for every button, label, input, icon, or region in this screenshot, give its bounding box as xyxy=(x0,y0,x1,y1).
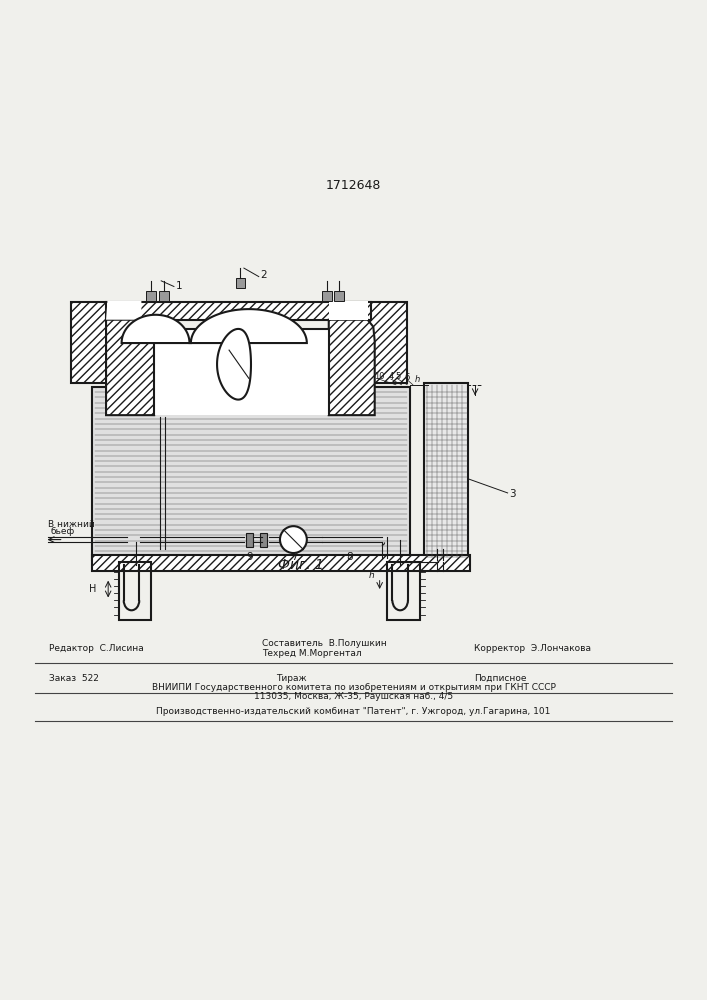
Text: 1: 1 xyxy=(175,281,182,291)
Polygon shape xyxy=(154,329,329,415)
Text: Составитель  В.Полушкин: Составитель В.Полушкин xyxy=(262,639,386,648)
Text: 10: 10 xyxy=(374,372,384,381)
Text: Техред М.Моргентал: Техред М.Моргентал xyxy=(262,649,361,658)
Bar xyxy=(260,533,267,547)
Text: h: h xyxy=(414,375,420,384)
Bar xyxy=(424,383,468,560)
Text: Подписное: Подписное xyxy=(474,674,526,683)
Polygon shape xyxy=(329,320,375,415)
Text: Редактор  С.Лисина: Редактор С.Лисина xyxy=(49,644,144,653)
Bar xyxy=(246,533,253,547)
Polygon shape xyxy=(122,309,307,343)
Bar xyxy=(236,278,245,288)
Bar xyxy=(146,291,156,301)
Text: Корректор  Э.Лончакова: Корректор Э.Лончакова xyxy=(474,644,590,653)
Text: Заказ  522: Заказ 522 xyxy=(49,674,100,683)
Polygon shape xyxy=(217,329,251,400)
Text: Производственно-издательский комбинат "Патент", г. Ужгород, ул.Гагарина, 101: Производственно-издательский комбинат "П… xyxy=(156,707,551,716)
Text: ВНИИПИ Государственного комитета по изобретениям и открытиям при ГКНТ СССР: ВНИИПИ Государственного комитета по изоб… xyxy=(151,683,556,692)
Text: 113035, Москва, Ж-35, Раушская наб., 4/5: 113035, Москва, Ж-35, Раушская наб., 4/5 xyxy=(254,692,453,701)
Polygon shape xyxy=(106,320,154,415)
Bar xyxy=(119,562,151,620)
Text: 4: 4 xyxy=(388,372,394,381)
Text: h: h xyxy=(369,571,375,580)
Text: бьеф: бьеф xyxy=(51,527,75,536)
Bar xyxy=(334,291,344,301)
Text: 3: 3 xyxy=(509,489,515,499)
Text: 1712648: 1712648 xyxy=(326,179,381,192)
Text: В нижний: В нижний xyxy=(48,520,95,529)
Bar xyxy=(92,387,410,560)
Polygon shape xyxy=(106,301,141,320)
Bar xyxy=(387,562,420,620)
Bar xyxy=(336,302,407,383)
Bar xyxy=(106,302,371,320)
Bar xyxy=(71,302,141,383)
Text: 5: 5 xyxy=(395,372,401,381)
Text: 8: 8 xyxy=(346,552,353,562)
Bar xyxy=(159,291,169,301)
Text: 2: 2 xyxy=(260,270,267,280)
Text: Тираж: Тираж xyxy=(276,674,306,683)
Polygon shape xyxy=(329,301,368,320)
Circle shape xyxy=(280,526,307,553)
Text: 7: 7 xyxy=(291,552,298,562)
Text: 6: 6 xyxy=(404,373,410,382)
Bar xyxy=(322,291,332,301)
Text: 9: 9 xyxy=(247,552,253,562)
Text: Фиг. 1: Фиг. 1 xyxy=(278,558,323,572)
Text: H: H xyxy=(90,584,97,594)
Bar xyxy=(92,555,470,571)
